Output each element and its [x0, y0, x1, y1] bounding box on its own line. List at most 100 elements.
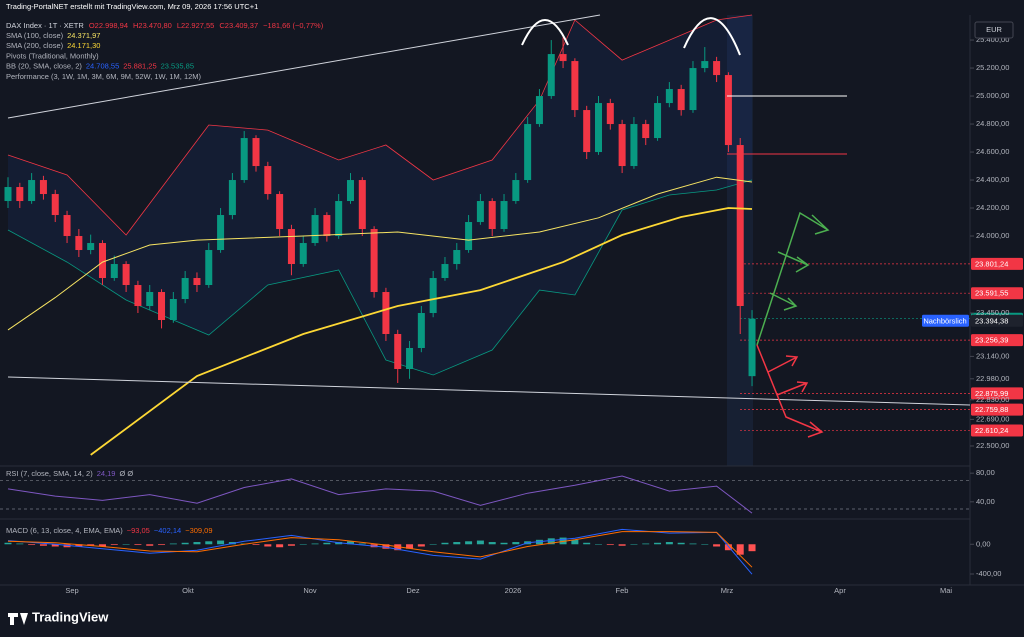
note-label: Nachbörslich	[923, 316, 966, 325]
macd-bar	[559, 537, 567, 545]
macd-bar	[488, 542, 496, 545]
macd-label: MACD (6, 13, close, 4, EMA, EMA)	[6, 526, 123, 535]
candle-body	[87, 243, 95, 251]
macd-bar	[28, 544, 36, 546]
macd-tick-label: -400,00	[976, 569, 1001, 578]
rsi-label: RSI (7, close, SMA, 14, 2)	[6, 469, 93, 478]
time-label: Apr	[834, 586, 846, 595]
macd-bar	[110, 544, 118, 546]
currency[interactable]: EUR	[986, 25, 1002, 34]
indicator-name: Performance (3, 1W, 1M, 3M, 6M, 9M, 52W,…	[6, 72, 202, 81]
candle-body	[158, 292, 166, 321]
macd-bar	[205, 541, 213, 545]
macd-bar	[465, 541, 473, 545]
candle-body	[665, 89, 673, 104]
candle-body	[346, 180, 354, 202]
bull-arrows	[756, 211, 830, 346]
price-tick-label: 24.000,00	[976, 231, 1009, 240]
candle-body	[63, 215, 71, 237]
caption: Trading-PortalNET erstellt mit TradingVi…	[6, 2, 258, 11]
ohlc-close: C23.409,37	[219, 21, 258, 30]
symbol: DAX Index · 1T · XETR	[6, 21, 84, 30]
note-box	[922, 314, 969, 327]
macd-bar	[98, 544, 106, 547]
macd-bar	[287, 544, 295, 546]
layers: 80,00 40,00 RSI (7, close, SMA, 14, 2) 24,1…	[0, 2, 1023, 625]
macd-bar	[181, 542, 189, 545]
candle-body	[559, 54, 567, 62]
macd-bar	[724, 544, 732, 551]
drawings	[7, 14, 971, 438]
candle-body	[169, 299, 177, 321]
time-label: Nov	[303, 586, 317, 595]
macd-bar	[51, 544, 59, 547]
macd-value: −402,14	[154, 526, 181, 535]
candle-body	[134, 285, 142, 307]
macd-tick-label: 0,00	[976, 539, 991, 548]
candle-body	[701, 61, 709, 69]
price-tag	[971, 334, 1023, 347]
macd-bar	[146, 544, 154, 546]
macd-bar	[642, 543, 650, 545]
price-tick-label: 25.200,00	[976, 63, 1009, 72]
macd-bar	[346, 541, 354, 545]
candle-body	[654, 103, 662, 139]
ohlc-low: L22.927,55	[177, 21, 215, 30]
candle-body	[382, 292, 390, 335]
candle-body	[276, 194, 284, 230]
candle-body	[689, 68, 697, 111]
indicator-value: 25.881,25	[123, 62, 156, 71]
moving-averages	[7, 176, 753, 456]
signal-line	[7, 531, 753, 568]
ohlc-change: −181,66 (−0,77%)	[263, 21, 324, 30]
price-tick-label: 24.800,00	[976, 119, 1009, 128]
candle-body	[299, 243, 307, 265]
time-label: Okt	[182, 586, 195, 595]
macd-value: −309,09	[185, 526, 212, 535]
candle-body	[500, 201, 508, 230]
macd-bar	[169, 543, 177, 545]
time-label: Mai	[940, 586, 952, 595]
candle-body	[193, 278, 201, 286]
macd-bar	[701, 544, 709, 545]
macd-bar	[134, 544, 142, 546]
macd-bar	[689, 543, 697, 545]
time-label: Mrz	[721, 586, 734, 595]
bear-arrows	[756, 344, 824, 438]
candles	[4, 37, 756, 387]
candle-body	[406, 348, 414, 369]
macd-bar	[382, 544, 390, 549]
shoulder-arc	[683, 17, 741, 56]
macd-bar	[193, 542, 201, 545]
macd-bar	[16, 543, 24, 545]
candle-body	[181, 278, 189, 300]
time-label: Dez	[406, 586, 420, 595]
currency-box[interactable]	[974, 21, 1014, 39]
candle-body	[39, 180, 47, 195]
candle-body	[713, 61, 721, 76]
price-tick-label: 22.830,00	[976, 395, 1009, 404]
bollinger	[7, 14, 753, 376]
macd-bar	[606, 544, 614, 546]
indicator-value: 24.171,30	[67, 41, 100, 50]
rsi-tick-label: 80,00	[976, 468, 995, 477]
indicator-value: 24.708,55	[86, 62, 119, 71]
candle-body	[524, 124, 532, 181]
price-tag-label: 22.875,99	[975, 389, 1008, 398]
price-tick-label: 22.500,00	[976, 441, 1009, 450]
indicator-value: 23.535,85	[161, 62, 194, 71]
price-tag	[971, 314, 1023, 327]
macd-value: −93,05	[127, 526, 150, 535]
macd-bar	[476, 540, 484, 545]
candle-body	[512, 180, 520, 202]
candle-body	[146, 292, 154, 307]
macd-bar	[252, 544, 260, 546]
rsi-line	[7, 475, 753, 514]
candle-body	[441, 264, 449, 279]
rsi-extra: Ø Ø	[119, 469, 133, 478]
macd-line	[7, 528, 753, 575]
indicator-name: SMA (100, close)	[6, 31, 64, 40]
macd-bar	[500, 542, 508, 545]
